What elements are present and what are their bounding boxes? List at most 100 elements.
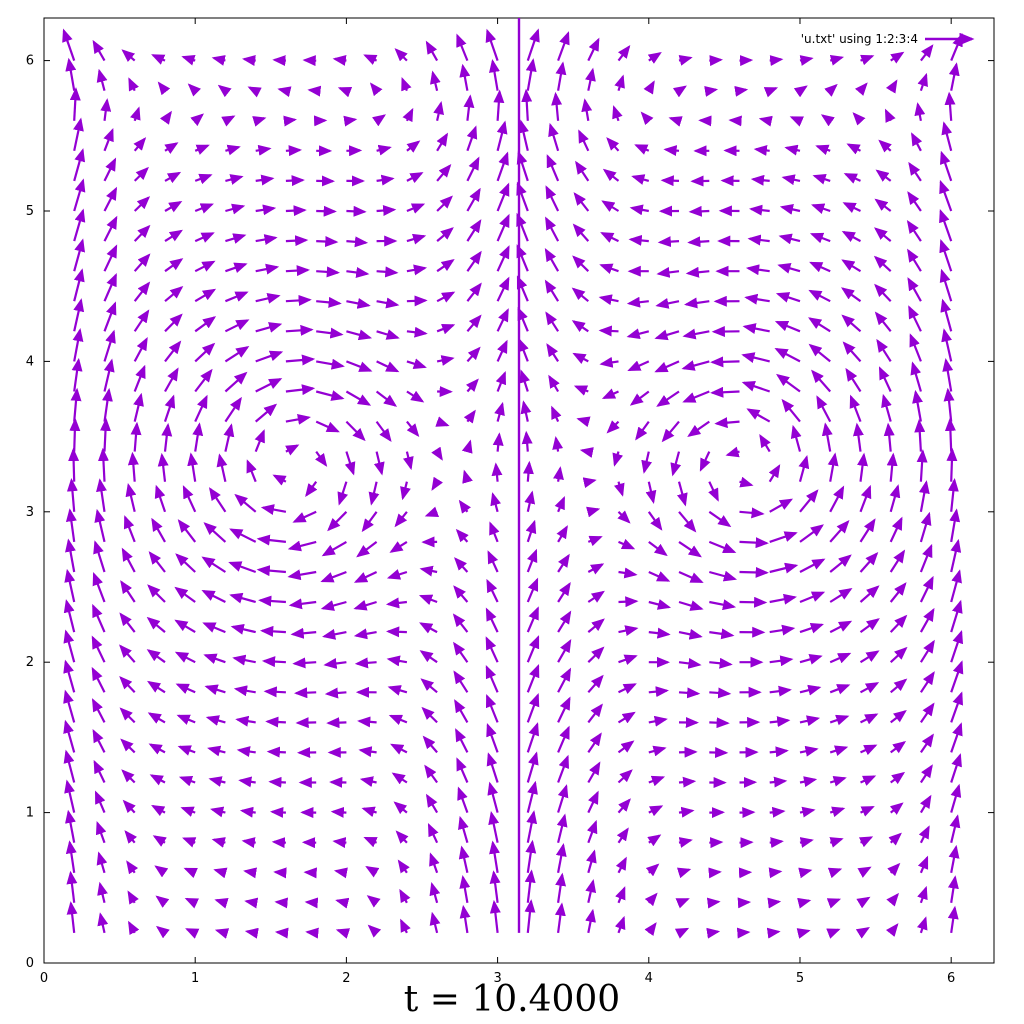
vector-arrow bbox=[908, 161, 922, 182]
vector-arrow bbox=[386, 569, 408, 580]
vector-arrow bbox=[799, 55, 814, 66]
vector-arrow bbox=[526, 780, 538, 813]
vector-arrow bbox=[799, 837, 814, 848]
vector-arrow bbox=[769, 837, 784, 849]
vector-arrow bbox=[459, 904, 471, 934]
vector-arrow bbox=[119, 707, 136, 724]
vector-arrow bbox=[917, 855, 929, 874]
vector-arrow bbox=[488, 811, 500, 843]
vector-arrow bbox=[486, 752, 499, 783]
vector-arrow bbox=[406, 420, 420, 438]
vector-arrow bbox=[557, 754, 570, 783]
vector-arrow bbox=[878, 139, 892, 153]
vector-arrow bbox=[916, 449, 928, 482]
vector-arrow bbox=[672, 85, 687, 98]
vector-arrow bbox=[874, 283, 892, 302]
vector-arrow bbox=[429, 852, 440, 874]
vector-arrow bbox=[92, 572, 106, 603]
vector-arrow bbox=[575, 160, 590, 182]
vector-arrow bbox=[557, 582, 571, 603]
vector-arrow bbox=[133, 253, 151, 272]
vector-arrow bbox=[525, 519, 537, 543]
vector-arrow bbox=[675, 898, 690, 909]
vector-arrow bbox=[178, 775, 196, 787]
vector-arrow bbox=[526, 635, 540, 663]
vector-arrow bbox=[164, 285, 184, 303]
vector-arrow bbox=[495, 370, 506, 392]
vector-arrow bbox=[647, 51, 662, 64]
vector-arrow bbox=[545, 216, 560, 242]
vector-arrow bbox=[910, 361, 922, 392]
vector-arrow bbox=[241, 837, 256, 848]
vector-arrow bbox=[194, 232, 215, 243]
vector-arrow bbox=[890, 709, 907, 724]
vector-arrow bbox=[244, 927, 259, 939]
vector-arrow bbox=[857, 866, 872, 878]
vector-arrow bbox=[626, 296, 649, 308]
vector-arrow bbox=[889, 582, 907, 603]
vector-arrow bbox=[829, 485, 845, 513]
vector-arrow bbox=[277, 86, 292, 98]
vector-arrow bbox=[266, 746, 286, 758]
vector-arrow bbox=[648, 805, 664, 817]
vector-arrow bbox=[431, 476, 444, 491]
vector-arrow bbox=[93, 540, 106, 573]
vector-arrow bbox=[841, 314, 862, 333]
vector-arrow bbox=[363, 54, 378, 65]
vector-arrow bbox=[376, 144, 392, 156]
vector-arrow bbox=[323, 658, 347, 669]
vector-arrow bbox=[829, 714, 850, 726]
vector-arrow bbox=[354, 657, 377, 669]
vector-arrow bbox=[455, 728, 469, 753]
vector-arrow bbox=[799, 623, 824, 634]
vector-arrow bbox=[606, 137, 620, 152]
vector-arrow bbox=[466, 250, 482, 272]
vector-arrow bbox=[386, 626, 407, 638]
vector-arrow bbox=[829, 806, 846, 818]
vector-arrow bbox=[63, 599, 76, 633]
vector-arrow bbox=[944, 91, 956, 121]
vector-arrow bbox=[617, 711, 636, 724]
vector-arrow bbox=[346, 267, 370, 278]
vector-arrow bbox=[948, 62, 960, 91]
vector-arrow bbox=[302, 55, 317, 67]
vector-arrow bbox=[742, 323, 770, 334]
vector-arrow bbox=[769, 746, 789, 758]
vector-arrow bbox=[285, 265, 310, 277]
vector-arrow bbox=[255, 263, 280, 275]
vector-arrow bbox=[859, 650, 880, 664]
vector-arrow bbox=[919, 543, 933, 573]
vector-arrow bbox=[337, 481, 348, 506]
vector-arrow bbox=[524, 869, 536, 903]
vector-arrow bbox=[164, 142, 179, 154]
vector-arrow bbox=[758, 115, 773, 127]
vector-arrow bbox=[496, 308, 509, 332]
vector-arrow bbox=[454, 699, 469, 723]
vector-arrow bbox=[322, 628, 347, 640]
vector-arrow bbox=[912, 389, 923, 422]
vector-arrow bbox=[125, 483, 137, 513]
vector-arrow bbox=[678, 600, 704, 611]
vector-arrow bbox=[213, 867, 228, 879]
vector-arrow bbox=[648, 541, 668, 557]
vector-arrow bbox=[820, 114, 835, 127]
vector-arrow bbox=[860, 805, 875, 817]
vector-arrow bbox=[376, 297, 400, 309]
vector-arrow bbox=[738, 867, 753, 879]
vector-arrow bbox=[808, 317, 831, 333]
vector-arrow bbox=[268, 776, 286, 788]
vector-arrow bbox=[750, 174, 770, 186]
vector-arrow bbox=[376, 266, 399, 278]
vector-arrow bbox=[811, 203, 831, 214]
vector-arrow bbox=[133, 337, 148, 362]
vector-arrow bbox=[554, 495, 566, 513]
vector-arrow bbox=[487, 550, 499, 573]
vector-arrow bbox=[557, 610, 572, 633]
vector-arrow bbox=[489, 870, 501, 903]
vector-arrow bbox=[629, 204, 649, 216]
vector-arrow bbox=[204, 684, 226, 696]
vector-arrow bbox=[119, 676, 136, 694]
vector-arrow bbox=[648, 627, 671, 639]
vector-arrow bbox=[587, 535, 603, 547]
vector-arrow bbox=[285, 145, 302, 157]
